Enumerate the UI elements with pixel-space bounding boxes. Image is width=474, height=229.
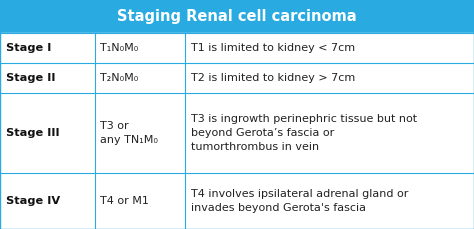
Text: T3 or
any TN₁M₀: T3 or any TN₁M₀ xyxy=(100,121,158,144)
Text: T₂N₀M₀: T₂N₀M₀ xyxy=(100,73,139,83)
Bar xyxy=(0,93,474,173)
Text: T3 is ingrowth perinephric tissue but not
beyond Gerota’s fascia or
tumorthrombu: T3 is ingrowth perinephric tissue but no… xyxy=(191,114,417,152)
Text: Stage II: Stage II xyxy=(6,73,55,83)
Text: Staging Renal cell carcinoma: Staging Renal cell carcinoma xyxy=(117,9,357,24)
Text: T4 involves ipsilateral adrenal gland or
invades beyond Gerota's fascia: T4 involves ipsilateral adrenal gland or… xyxy=(191,189,408,213)
Bar xyxy=(0,0,474,33)
Text: Stage I: Stage I xyxy=(6,43,51,53)
Text: T2 is limited to kidney > 7cm: T2 is limited to kidney > 7cm xyxy=(191,73,355,83)
Text: T1 is limited to kidney < 7cm: T1 is limited to kidney < 7cm xyxy=(191,43,355,53)
Bar xyxy=(0,33,474,63)
Text: Stage III: Stage III xyxy=(6,128,59,138)
Bar xyxy=(0,173,474,229)
Text: T₁N₀M₀: T₁N₀M₀ xyxy=(100,43,139,53)
Text: Stage IV: Stage IV xyxy=(6,196,60,206)
Text: T4 or M1: T4 or M1 xyxy=(100,196,149,206)
Bar xyxy=(0,63,474,93)
